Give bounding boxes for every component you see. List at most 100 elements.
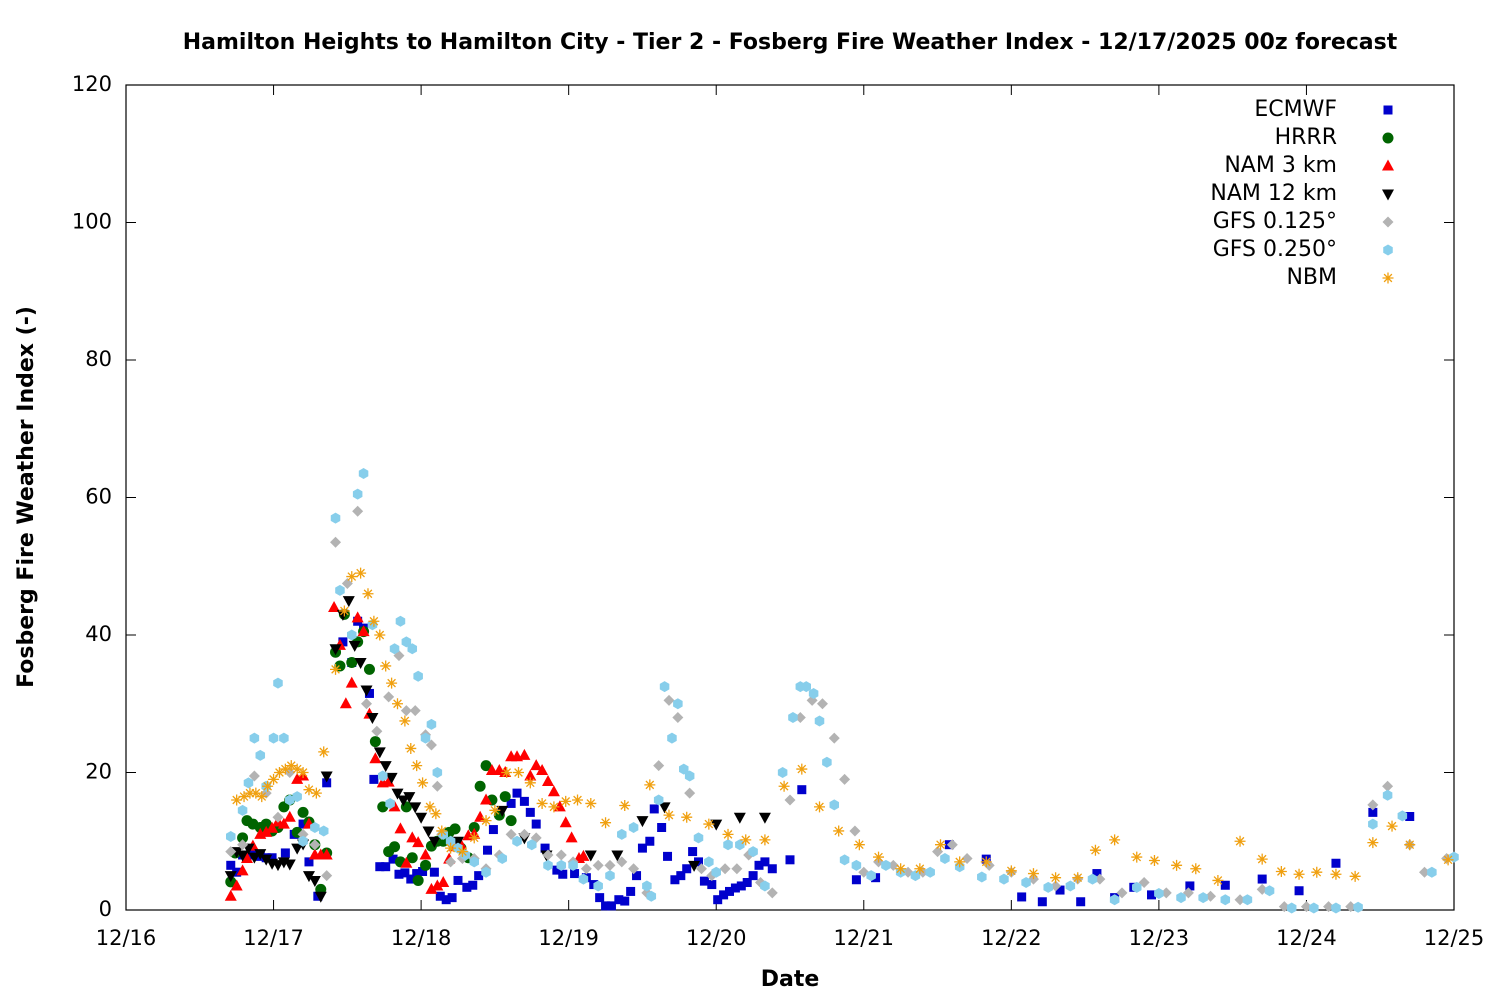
point (260, 825, 273, 837)
point (778, 780, 790, 792)
point (703, 818, 715, 830)
point (436, 825, 448, 837)
point (1109, 894, 1120, 906)
point (1055, 885, 1065, 895)
point (283, 810, 296, 822)
point (420, 732, 431, 744)
point (784, 794, 796, 806)
point (297, 828, 309, 840)
point (363, 663, 375, 675)
point (298, 835, 308, 847)
point (1242, 894, 1253, 906)
point (828, 732, 840, 744)
point (682, 864, 692, 874)
point (1427, 866, 1437, 878)
point (1147, 890, 1157, 900)
point (330, 536, 342, 548)
point (321, 870, 333, 882)
point (512, 835, 522, 847)
point (240, 851, 253, 863)
point (925, 866, 935, 878)
point (1397, 810, 1408, 822)
point (480, 760, 492, 772)
point (954, 856, 966, 868)
point (383, 691, 395, 703)
x-tick-label: 12/20 (686, 926, 747, 950)
legend-marker (1382, 216, 1394, 228)
point (676, 871, 686, 881)
point (230, 879, 243, 891)
point (272, 811, 284, 823)
point (556, 859, 567, 871)
point (224, 871, 237, 883)
point (1257, 874, 1267, 884)
point (681, 811, 693, 823)
legend-marker (1382, 132, 1394, 144)
point (512, 788, 522, 798)
point (684, 787, 696, 799)
point (412, 869, 422, 879)
point (632, 871, 642, 881)
y-tick-label: 120 (72, 72, 112, 96)
point (542, 849, 554, 861)
point (548, 801, 560, 813)
point (273, 767, 285, 778)
point (248, 852, 261, 864)
point (406, 831, 419, 843)
legend-label: GFS 0.125° (1213, 209, 1337, 234)
x-tick-label: 12/22 (981, 926, 1042, 950)
point (1330, 868, 1342, 880)
y-tick-label: 0 (99, 897, 112, 921)
point (297, 806, 309, 818)
point (851, 875, 861, 885)
point (260, 854, 273, 866)
point (285, 760, 297, 772)
point (303, 784, 315, 796)
point (999, 873, 1009, 885)
point (375, 862, 385, 872)
point (626, 886, 636, 896)
point (797, 785, 807, 795)
point (659, 681, 670, 693)
point (231, 794, 243, 806)
point (699, 876, 709, 886)
point (354, 658, 367, 669)
point (637, 843, 647, 853)
point (330, 512, 341, 524)
point (723, 839, 733, 851)
point (881, 859, 891, 871)
point (1109, 834, 1121, 846)
point (268, 732, 279, 744)
point (250, 787, 262, 799)
point (391, 788, 404, 800)
point (1353, 901, 1363, 913)
point (395, 615, 406, 627)
point (910, 870, 921, 882)
point (322, 778, 332, 788)
point (1087, 873, 1098, 885)
point (570, 869, 580, 879)
point (445, 835, 456, 847)
point (707, 880, 717, 890)
point (866, 870, 876, 882)
point (808, 687, 819, 699)
point (268, 773, 280, 785)
point (816, 698, 828, 710)
point (369, 736, 381, 748)
point (431, 780, 443, 792)
point (338, 637, 348, 647)
point (735, 839, 745, 851)
point (441, 895, 451, 905)
point (355, 567, 367, 579)
point (499, 791, 511, 803)
point (412, 874, 424, 886)
point (657, 823, 667, 832)
point (351, 611, 364, 623)
point (801, 681, 811, 693)
point (1367, 837, 1379, 849)
point (238, 791, 250, 803)
point (407, 643, 418, 655)
point (304, 857, 314, 867)
point (536, 763, 549, 775)
point (481, 866, 491, 878)
